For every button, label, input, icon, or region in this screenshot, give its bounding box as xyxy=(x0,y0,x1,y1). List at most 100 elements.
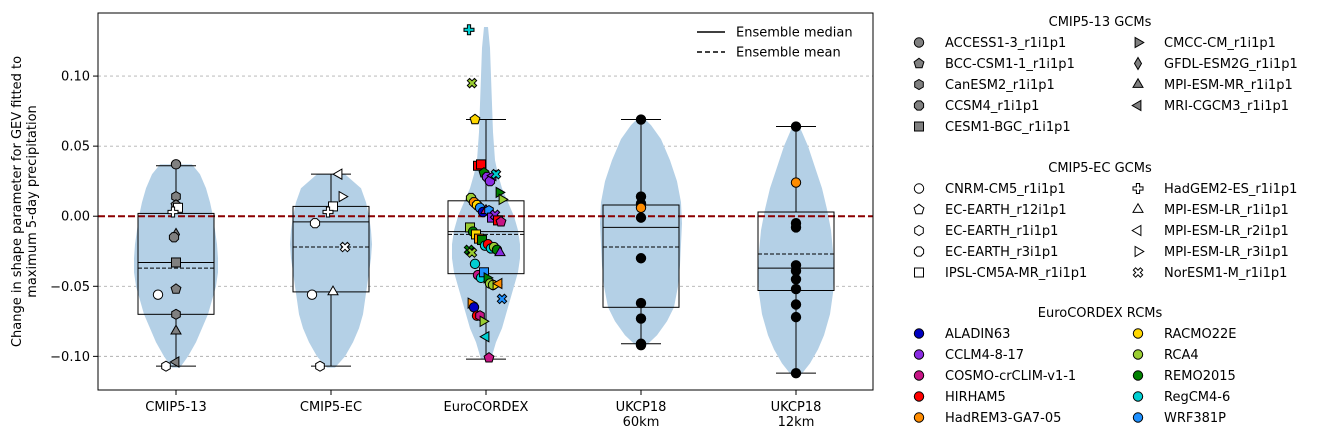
legend-entry-label: CCSM4_r1i1p1 xyxy=(945,99,1039,114)
legend-entry-label: MPI-ESM-LR_r3i1p1 xyxy=(1164,245,1289,260)
data-point xyxy=(327,285,339,296)
data-point xyxy=(790,283,802,295)
legend-entry-label: RCA4 xyxy=(1164,348,1199,363)
legend-entry-label: BCC-CSM1-1_r1i1p1 xyxy=(945,57,1075,72)
data-point xyxy=(790,311,802,323)
data-point xyxy=(171,308,181,320)
legend-entry-label: CMCC-CM_r1i1p1 xyxy=(1164,36,1276,51)
legend-marker xyxy=(914,121,924,132)
legend-marker xyxy=(1132,77,1144,88)
data-point xyxy=(479,330,490,343)
legend-marker xyxy=(913,246,925,257)
legend-entry-label: REMO2015 xyxy=(1164,369,1236,384)
data-point xyxy=(170,324,182,335)
y-tick-label: −0.10 xyxy=(50,350,90,365)
legend-entry-label: MPI-ESM-LR_r1i1p1 xyxy=(1164,203,1289,218)
legend-line-label: Ensemble median xyxy=(736,26,853,41)
data-point xyxy=(635,212,647,223)
data-point xyxy=(498,193,509,206)
x-tick-label: CMIP5-EC xyxy=(300,400,362,415)
legend-entry-label: HIRHAM5 xyxy=(945,390,1006,405)
legend-entry-label: RegCM4-6 xyxy=(1164,390,1230,405)
legend-marker xyxy=(913,100,925,111)
data-point xyxy=(476,159,486,170)
data-point xyxy=(496,293,508,305)
legend-marker xyxy=(913,370,925,381)
x-tick-label: 12km xyxy=(778,415,815,430)
y-axis-label: maximum 5-day precipitation xyxy=(25,105,40,298)
data-point xyxy=(306,289,318,300)
data-point xyxy=(170,283,182,294)
data-point xyxy=(635,297,647,309)
legend-entry-label: MPI-ESM-LR_r2i1p1 xyxy=(1164,224,1289,239)
violin-shape xyxy=(600,118,682,347)
legend-marker xyxy=(914,224,924,237)
data-point xyxy=(635,114,647,125)
data-point xyxy=(338,190,349,203)
legend-entry-label: HadREM3-GA7-05 xyxy=(945,411,1061,426)
legend-entry-label: WRF381P xyxy=(1164,411,1226,426)
x-tick-label: CMIP5-13 xyxy=(145,400,206,415)
legend-marker xyxy=(913,37,925,48)
data-point xyxy=(635,253,647,264)
data-point xyxy=(332,168,343,181)
legend-marker xyxy=(1134,245,1145,258)
data-point-shape xyxy=(466,77,478,89)
data-point xyxy=(790,177,802,188)
legend-entry-label: RACMO22E xyxy=(1164,327,1236,342)
x-tick-label: 60km xyxy=(623,415,660,430)
legend-marker xyxy=(913,183,925,194)
data-point xyxy=(463,24,475,36)
data-point xyxy=(635,339,647,351)
data-point xyxy=(790,222,802,233)
legend-marker xyxy=(913,328,925,339)
legend-entry-label: MRI-CGCM3_r1i1p1 xyxy=(1164,99,1289,114)
y-axis-label: Change in shape parameter for GEV fitted… xyxy=(10,56,25,347)
legend-title: EuroCORDEX RCMs xyxy=(1038,306,1163,321)
legend-entry-label: CCLM4-8-17 xyxy=(945,348,1024,363)
legend-marker xyxy=(1132,202,1144,213)
data-point xyxy=(466,77,478,89)
data-point xyxy=(309,218,321,229)
legend-entry-label: EC-EARTH_r1i1p1 xyxy=(945,224,1058,239)
legend-marker xyxy=(1132,391,1144,402)
legend-marker xyxy=(1133,56,1143,71)
legend-marker xyxy=(913,391,925,402)
legend-entry-label: CESM1-BGC_r1i1p1 xyxy=(945,120,1071,135)
data-point xyxy=(168,232,180,243)
legend-marker xyxy=(913,203,925,215)
legend-marker xyxy=(1132,328,1144,339)
data-point xyxy=(479,315,490,328)
legend-title: CMIP5-13 GCMs xyxy=(1049,15,1152,30)
legend-entry-label: IPSL-CM5A-MR_r1i1p1 xyxy=(945,266,1087,281)
data-point xyxy=(170,159,182,170)
data-point-shape xyxy=(339,241,351,253)
data-point xyxy=(790,274,802,285)
data-point xyxy=(494,245,506,257)
legend-title: CMIP5-EC GCMs xyxy=(1048,161,1152,176)
data-point xyxy=(469,258,481,270)
data-point xyxy=(171,257,181,268)
legend-marker xyxy=(1131,224,1142,237)
legend-entry-label: ACCESS1-3_r1i1p1 xyxy=(945,36,1066,51)
data-point xyxy=(466,247,478,259)
data-point xyxy=(152,289,164,300)
data-point-shape xyxy=(466,247,478,259)
data-point-shape xyxy=(490,168,502,180)
violin-shape xyxy=(758,123,834,376)
data-point xyxy=(161,360,171,372)
data-point xyxy=(635,202,647,214)
legend-entry-label: GFDL-ESM2G_r1i1p1 xyxy=(1164,57,1298,72)
data-point xyxy=(790,299,802,310)
legend-marker xyxy=(913,412,925,423)
legend-marker-shape xyxy=(1132,267,1144,278)
legend-marker xyxy=(1132,370,1144,381)
legend-marker xyxy=(913,349,925,360)
y-tick-label: 0.10 xyxy=(61,70,90,85)
legend-entry-label: HadGEM2-ES_r1i1p1 xyxy=(1164,182,1297,197)
legend-marker xyxy=(914,267,924,278)
y-tick-label: 0.00 xyxy=(61,210,90,225)
legend-line-label: Ensemble mean xyxy=(736,46,841,61)
data-point xyxy=(339,241,351,253)
